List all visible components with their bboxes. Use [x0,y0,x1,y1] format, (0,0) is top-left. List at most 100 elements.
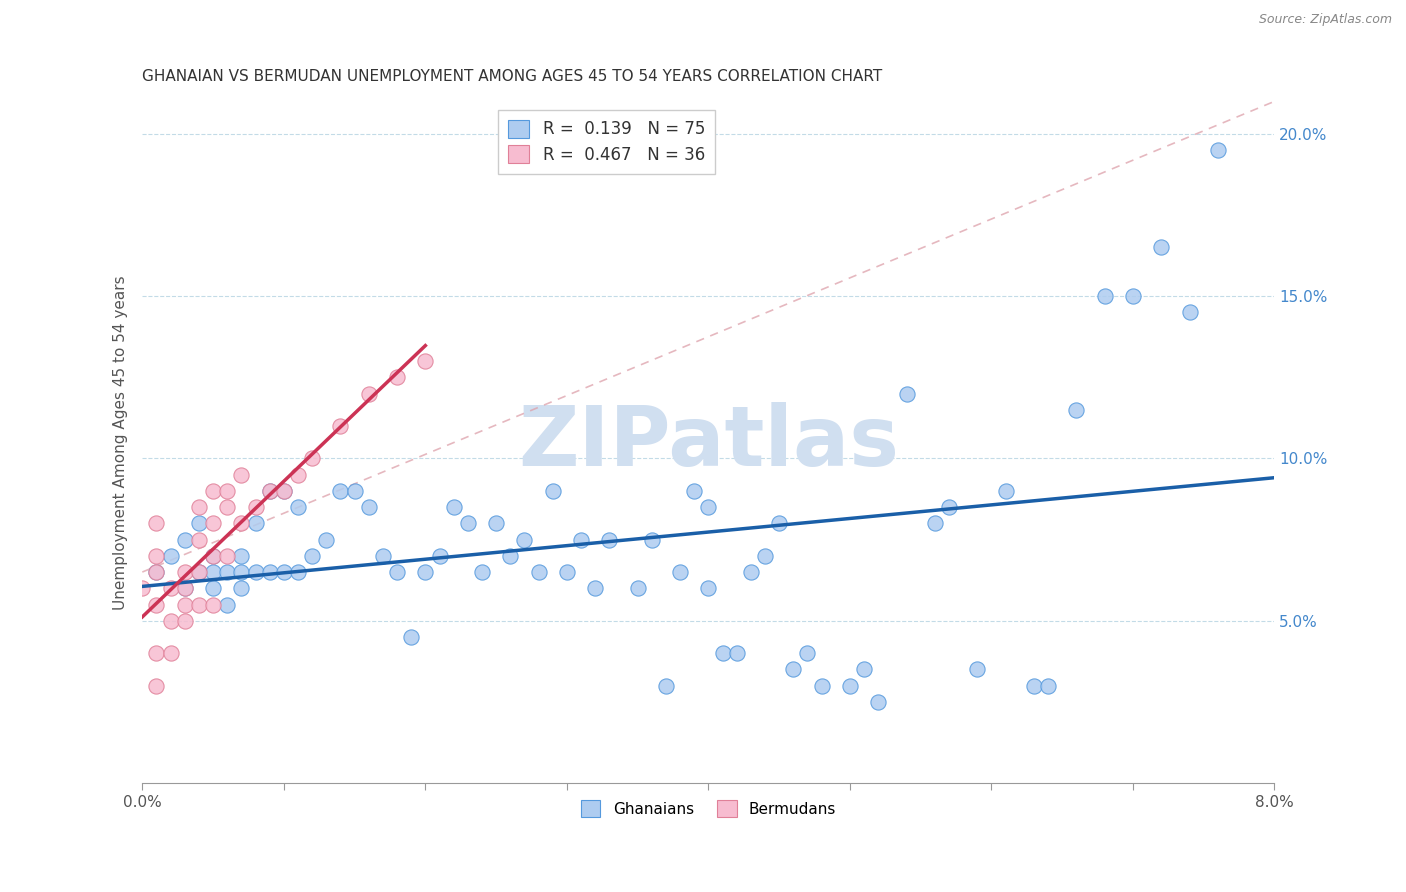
Point [385,565,408,579]
Point [810,679,832,693]
Point [187,565,209,579]
Point [683,483,706,498]
Point [159,581,181,595]
Point [287,565,309,579]
Point [343,483,366,498]
Point [627,581,650,595]
Point [202,549,225,563]
Point [187,565,209,579]
Point [187,500,209,515]
Point [245,565,267,579]
Point [782,662,804,676]
Point [159,549,181,563]
Point [145,565,167,579]
Point [217,483,239,498]
Point [329,419,352,434]
Point [555,565,578,579]
Point [415,354,437,368]
Point [1150,240,1173,254]
Point [217,500,239,515]
Point [159,614,181,628]
Point [697,581,720,595]
Point [1206,143,1229,157]
Point [541,483,564,498]
Point [217,598,239,612]
Point [217,549,239,563]
Point [273,565,295,579]
Point [711,646,734,660]
Point [697,500,720,515]
Point [131,581,153,595]
Point [669,565,692,579]
Point [301,549,323,563]
Point [173,533,195,547]
Point [145,516,167,531]
Point [499,549,522,563]
Point [1178,305,1201,319]
Point [357,386,380,401]
Point [415,565,437,579]
Point [399,630,422,644]
Point [173,581,195,595]
Point [145,549,167,563]
Point [868,695,890,709]
Point [329,483,352,498]
Point [287,467,309,482]
Point [287,500,309,515]
Point [187,598,209,612]
Legend: Ghanaians, Bermudans: Ghanaians, Bermudans [575,794,842,823]
Point [273,483,295,498]
Y-axis label: Unemployment Among Ages 45 to 54 years: Unemployment Among Ages 45 to 54 years [114,275,128,609]
Point [838,679,860,693]
Point [245,516,267,531]
Point [994,483,1017,498]
Point [569,533,592,547]
Point [938,500,960,515]
Point [655,679,678,693]
Point [371,549,394,563]
Point [357,500,380,515]
Point [173,614,195,628]
Point [513,533,536,547]
Point [245,500,267,515]
Point [1022,679,1045,693]
Point [231,581,253,595]
Point [896,386,918,401]
Text: ZIPatlas: ZIPatlas [517,401,898,483]
Point [471,565,494,579]
Text: Source: ZipAtlas.com: Source: ZipAtlas.com [1258,13,1392,27]
Point [443,500,465,515]
Point [1036,679,1059,693]
Point [301,451,323,466]
Point [768,516,790,531]
Point [231,467,253,482]
Point [231,549,253,563]
Point [583,581,606,595]
Point [187,533,209,547]
Point [315,533,337,547]
Point [1094,289,1116,303]
Point [485,516,508,531]
Point [754,549,776,563]
Point [145,679,167,693]
Point [385,370,408,384]
Point [231,516,253,531]
Point [1122,289,1144,303]
Point [273,483,295,498]
Point [429,549,451,563]
Point [966,662,988,676]
Point [259,483,281,498]
Point [1066,402,1088,417]
Point [202,565,225,579]
Point [598,533,620,547]
Point [159,646,181,660]
Point [173,598,195,612]
Point [173,581,195,595]
Point [145,646,167,660]
Point [187,516,209,531]
Point [527,565,550,579]
Point [217,565,239,579]
Point [924,516,946,531]
Point [202,483,225,498]
Point [202,598,225,612]
